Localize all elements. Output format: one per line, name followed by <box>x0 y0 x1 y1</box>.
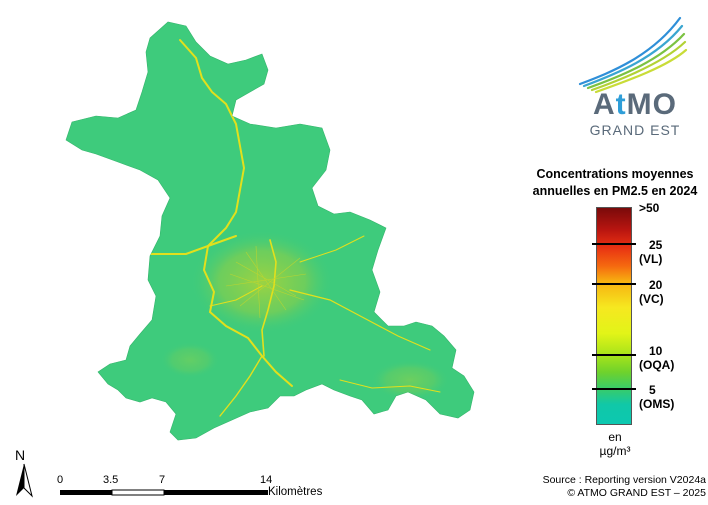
legend-tick-20 <box>592 283 636 285</box>
road-network <box>149 39 441 417</box>
legend-title-line1: Concentrations moyennes <box>536 167 694 181</box>
scale-tick-14: 14 <box>260 474 273 486</box>
logo-wordmark: AtMO <box>593 88 677 121</box>
legend-label-10: 10 (OQA) <box>639 344 675 372</box>
scale-bar <box>60 489 268 496</box>
pollution-overlay <box>149 39 450 417</box>
legend-label-5: 5 (OMS) <box>639 383 675 411</box>
logo-subtitle: GRAND EST <box>589 122 681 138</box>
legend-label-max: >50 <box>639 201 660 215</box>
legend-title-line2: annuelles en PM2.5 en 2024 <box>532 184 698 198</box>
source-credit: Source : Reporting version V2024a © ATMO… <box>542 474 706 499</box>
legend-tick-10 <box>592 354 636 356</box>
legend-label-20: 20 (VC) <box>639 278 664 306</box>
legend-colorbar <box>596 207 632 425</box>
urban-zone <box>190 230 334 334</box>
urban-streets <box>225 245 307 319</box>
legend-title: Concentrations moyennes annuelles en PM2… <box>520 166 708 200</box>
north-arrow-icon <box>16 463 33 498</box>
scale-tick-7: 7 <box>159 474 166 486</box>
scale-tick-3-5: 3.5 <box>103 474 119 486</box>
legend-unit: en µg/m³ <box>599 430 631 458</box>
north-letter: N <box>15 447 26 463</box>
legend-label-25: 25 (VL) <box>639 238 663 266</box>
scale-unit: Kilomètres <box>268 486 323 498</box>
atmo-logo <box>572 14 692 144</box>
legend-tick-5 <box>592 388 636 390</box>
legend-tick-25 <box>592 243 636 245</box>
scale-tick-0: 0 <box>57 474 64 486</box>
